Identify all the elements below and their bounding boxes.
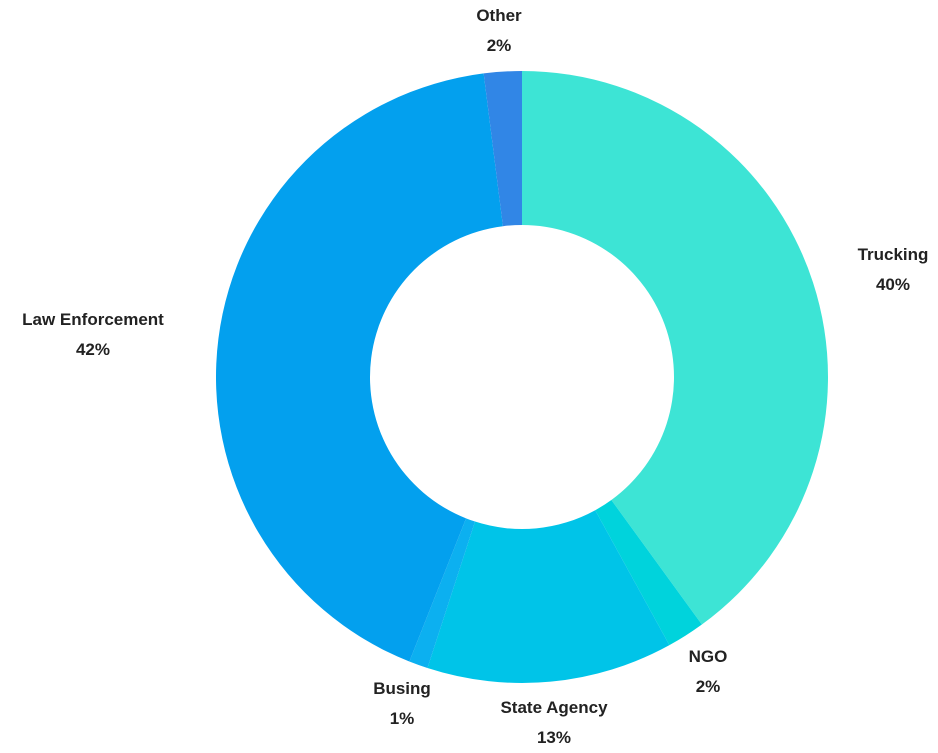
slice-ngo (595, 499, 702, 646)
label-other-value: 2% (486, 36, 512, 55)
label-ngo-value: 2% (695, 677, 721, 696)
label-trucking-value: 40% (875, 275, 911, 294)
label-law-enforcement-name: Law Enforcement (22, 310, 164, 329)
label-trucking-name: Trucking (857, 245, 929, 264)
label-busing: Busing 1% (373, 674, 431, 734)
label-law-enforcement: Law Enforcement 42% (22, 305, 164, 365)
slice-other (483, 71, 522, 227)
slice-busing (409, 518, 476, 669)
slice-trucking (522, 71, 829, 625)
label-busing-name: Busing (373, 679, 431, 698)
label-state-agency-value: 13% (536, 728, 572, 747)
label-state-agency-name: State Agency (500, 698, 608, 717)
label-trucking: Trucking 40% (858, 240, 929, 300)
slice-state-agency (427, 510, 670, 683)
label-ngo-name: NGO (688, 647, 728, 666)
label-state-agency: State Agency 13% (500, 693, 607, 753)
label-ngo: NGO 2% (689, 642, 728, 702)
slice-law-enforcement (216, 73, 503, 662)
label-law-enforcement-value: 42% (75, 340, 111, 359)
label-other-name: Other (476, 6, 522, 25)
label-other: Other 2% (476, 1, 521, 61)
label-busing-value: 1% (389, 709, 415, 728)
